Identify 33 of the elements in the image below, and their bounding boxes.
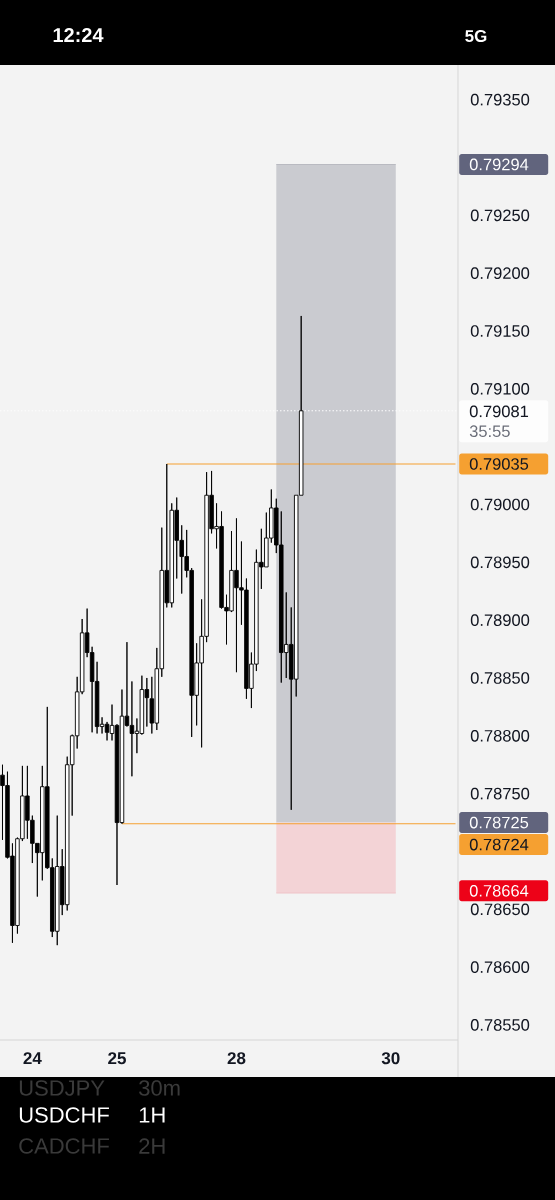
- text: 35:55: [469, 425, 510, 438]
- text: 0.78725: [469, 816, 529, 829]
- y-tick-label: 0.79350: [470, 93, 530, 106]
- text: USDJPY: [19, 1080, 105, 1096]
- y-tick-label: 0.78950: [470, 556, 530, 569]
- y-tick-label: 0.78850: [470, 672, 530, 684]
- x-tick-label: 30: [381, 1052, 400, 1065]
- y-tick-label: 0.78750: [470, 787, 530, 800]
- y-tick-label: 0.78900: [470, 614, 530, 626]
- y-tick-label: 0.79150: [470, 325, 530, 337]
- ref-line-label: 0.79081: [469, 405, 529, 418]
- y-tick-label: 0.79200: [470, 267, 530, 280]
- y-tick-label: 0.79000: [470, 498, 530, 511]
- y-tick-label: 0.78550: [470, 1019, 530, 1031]
- y-tick-label: 0.78800: [470, 729, 530, 742]
- y-tick-label: 0.78650: [470, 903, 530, 916]
- x-tick-label: 28: [227, 1052, 246, 1065]
- text: 12:24: [53, 28, 104, 42]
- text: 0.79294: [469, 158, 529, 171]
- series-label: 0.78724: [469, 838, 529, 851]
- text: 5G: [465, 29, 487, 43]
- y-tick-label: 0.79250: [470, 209, 530, 222]
- text: 0.78664: [469, 884, 529, 897]
- x-tick-label: 24: [23, 1052, 42, 1065]
- text: CADCHF: [19, 1138, 109, 1154]
- text: 30m: [139, 1080, 180, 1096]
- text: 1H: [139, 1107, 165, 1123]
- x-tick-label: 25: [108, 1052, 126, 1065]
- text: 2H: [139, 1138, 165, 1154]
- text: USDCHF: [19, 1107, 109, 1123]
- series-label: 0.79035: [469, 458, 529, 470]
- y-tick-label: 0.79100: [470, 382, 530, 395]
- y-tick-label: 0.78600: [470, 961, 530, 973]
